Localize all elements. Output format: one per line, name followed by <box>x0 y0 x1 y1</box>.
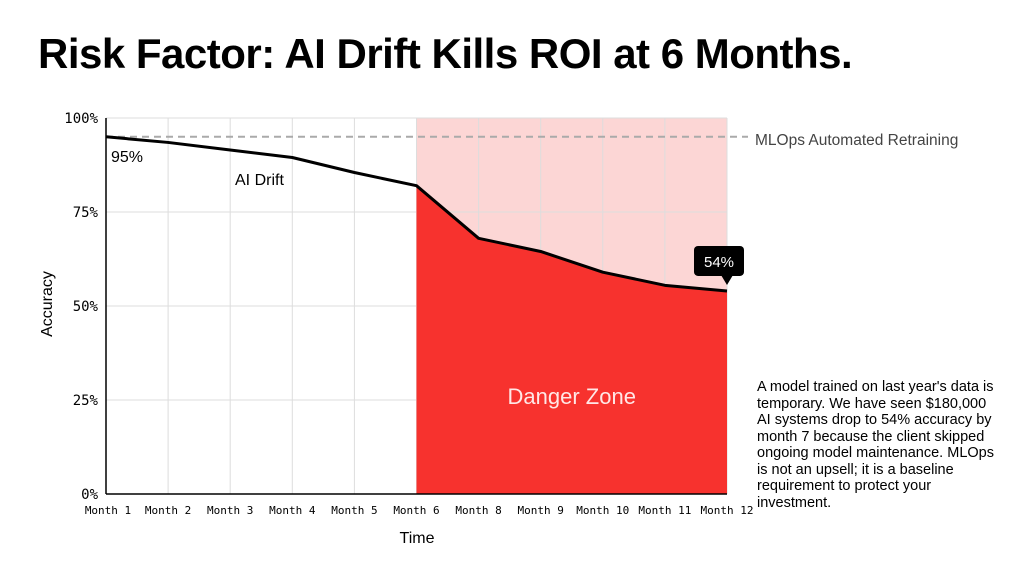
y-tick-label: 50% <box>73 299 99 315</box>
series-line-ai-drift <box>105 135 728 293</box>
reference-line-label: MLOps Automated Retraining <box>755 132 958 149</box>
x-axis-title: Time <box>400 530 435 547</box>
y-axis-title: Accuracy <box>39 271 56 337</box>
x-tick-label: Month 10 <box>576 504 629 517</box>
y-tick-label: 75% <box>73 205 99 221</box>
y-tick-label: 100% <box>64 111 98 127</box>
y-tick-label: 0% <box>81 487 98 503</box>
danger-zone-area <box>416 185 727 494</box>
x-tick-label: Month 8 <box>455 504 501 517</box>
x-tick-label: Month 5 <box>331 504 377 517</box>
x-tick-label: Month 3 <box>207 504 253 517</box>
x-tick-label: Month 4 <box>269 504 316 517</box>
x-tick-label: Month 12 <box>701 504 754 517</box>
x-tick-label: Month 11 <box>638 504 691 517</box>
page-title: Risk Factor: AI Drift Kills ROI at 6 Mon… <box>38 30 853 77</box>
end-point-label: 54% <box>704 254 734 271</box>
x-tick-label: Month 6 <box>393 504 439 517</box>
start-point-label: 95% <box>111 149 143 166</box>
series-label: AI Drift <box>235 172 284 189</box>
end-point-callout-box <box>694 245 744 276</box>
x-tick-label: Month 9 <box>518 504 564 517</box>
end-point-callout-pointer <box>721 274 733 285</box>
x-tick-label: Month 2 <box>145 504 191 517</box>
x-tick-label: Month 1 <box>85 504 131 517</box>
explanation-note: A model trained on last year's data is t… <box>757 379 994 511</box>
danger-zone-label: Danger Zone <box>508 384 636 409</box>
y-tick-label: 25% <box>73 393 99 409</box>
